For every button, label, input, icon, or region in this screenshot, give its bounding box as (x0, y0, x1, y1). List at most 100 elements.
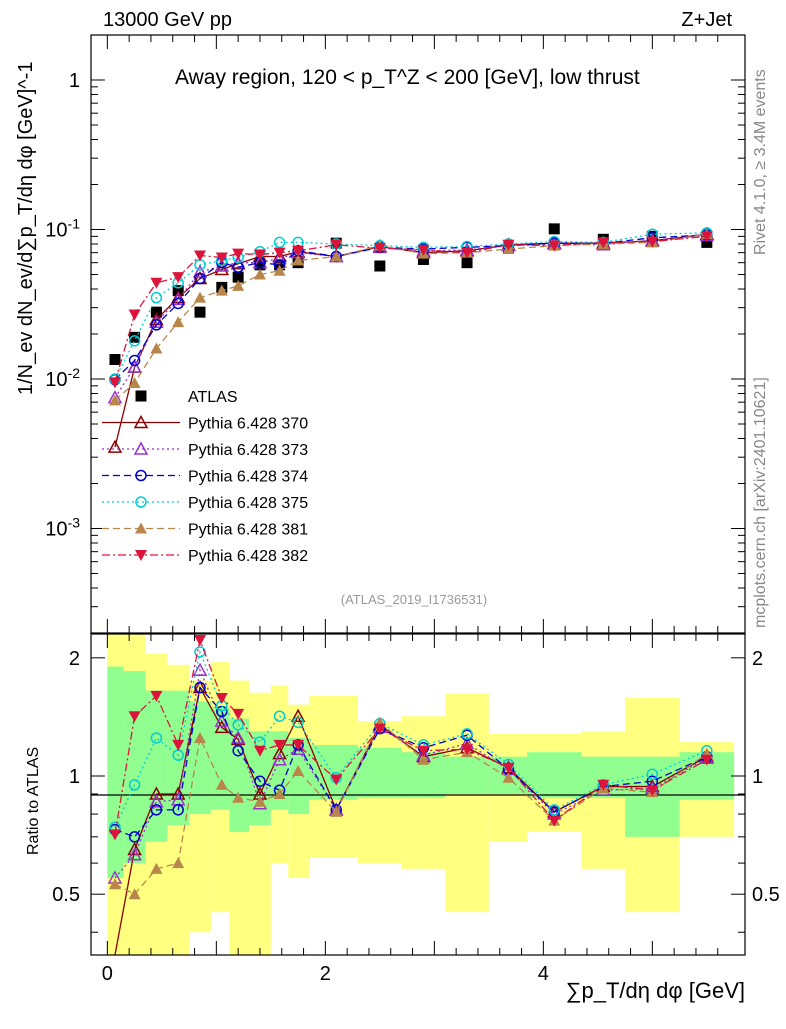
ratio-panel-frame (90, 633, 746, 956)
legend-entry: Pythia 6.428 370 (102, 414, 308, 433)
legend-marker (135, 390, 147, 402)
data-point (597, 237, 610, 249)
data-point (548, 223, 560, 235)
ratio-point (150, 804, 163, 816)
legend-label: Pythia 6.428 370 (188, 416, 308, 433)
data-point (417, 254, 429, 266)
ratio-point (330, 774, 343, 786)
outer-band (581, 731, 626, 869)
data-point (374, 260, 386, 272)
data-point (150, 342, 163, 354)
ratio-point (253, 795, 266, 807)
ratio-point (194, 635, 206, 647)
ratio-point (128, 831, 141, 843)
legend-label: Pythia 6.428 373 (188, 442, 308, 459)
ratio-y-tick-label-right: 2 (752, 648, 763, 670)
ratio-point (172, 857, 185, 869)
legend-label: Pythia 6.428 382 (188, 548, 308, 565)
data-point (194, 250, 206, 262)
analysis-watermark: (ATLAS_2019_I1736531) (341, 592, 487, 607)
ratio-panel: 0 2 4 0.5 0.5 1 1 2 2 (52, 633, 780, 985)
ratio-point (461, 744, 474, 756)
legend-entry: Pythia 6.428 382 (102, 548, 308, 565)
ratio-point (373, 723, 386, 735)
data-point (108, 394, 121, 406)
ratio-point (272, 746, 287, 760)
ratio-point (273, 787, 286, 799)
data-point (502, 239, 515, 251)
ratio-point (214, 713, 230, 727)
ratio-point (417, 745, 430, 757)
ratio-point (150, 690, 163, 702)
data-point (701, 236, 713, 248)
ratio-point (149, 786, 164, 800)
ratio-point (330, 805, 343, 817)
ratio-y-tick-label-right: 1 (752, 766, 763, 788)
ratio-point (646, 768, 659, 781)
ratio-series (107, 635, 715, 956)
ratio-point (194, 681, 206, 694)
data-point (417, 244, 430, 256)
series-6 (108, 231, 713, 389)
data-point (127, 359, 142, 373)
ratio-point (232, 791, 245, 803)
y-tick-label: 1 (69, 70, 80, 92)
data-point (128, 377, 141, 389)
ratio-y-tick-label-right: 0.5 (752, 884, 780, 906)
ratio-point (502, 771, 515, 783)
ratio-point (172, 739, 185, 751)
legend-entry: Pythia 6.428 375 (102, 495, 308, 512)
data-point (232, 248, 245, 260)
ratio-point (646, 785, 659, 797)
legend-entry: ATLAS (135, 389, 238, 406)
ratio-point (127, 847, 142, 861)
ratio-point (273, 710, 286, 722)
ratio-point (597, 779, 610, 791)
data-point (232, 279, 245, 291)
data-point (107, 439, 123, 453)
data-point (172, 316, 185, 328)
main-y-axis-label: 1/N_ev dN_ev/d∑p_T/dη dφ [GeV]^-1 (15, 62, 37, 395)
data-point (292, 254, 305, 266)
legend-label: Pythia 6.428 381 (188, 522, 308, 539)
inner-band (167, 690, 190, 826)
data-point (128, 354, 141, 367)
ratio-point (192, 662, 208, 676)
x-tick-label: 0 (102, 963, 113, 985)
ratio-point (461, 728, 473, 740)
inner-band (189, 701, 211, 815)
ratio-y-axis-label: Ratio to ATLAS (25, 747, 42, 855)
inner-band (145, 690, 168, 842)
data-point (215, 252, 228, 264)
ratio-point (128, 779, 141, 791)
data-point (253, 268, 266, 280)
data-point (108, 377, 121, 389)
data-point (194, 291, 206, 303)
ratio-point (232, 708, 245, 720)
header-right: Z+Jet (681, 9, 732, 31)
data-point (272, 248, 287, 263)
inner-band (445, 756, 489, 794)
data-point (128, 335, 141, 347)
legend-label: Pythia 6.428 375 (188, 495, 308, 512)
data-point (646, 236, 659, 248)
legend-entry: Pythia 6.428 374 (102, 469, 308, 486)
legend-entry: Pythia 6.428 381 (102, 522, 308, 539)
data-point (330, 239, 343, 251)
x-axis-label: ∑p_T/dη dφ [GeV] (566, 978, 745, 1003)
legend: ATLAS Pythia 6.428 370 Pythia 6.428 373 Pyt… (102, 389, 308, 565)
ratio-point (150, 732, 163, 744)
data-point (461, 247, 474, 259)
x-tick-label: 2 (320, 963, 331, 985)
ratio-point (548, 815, 561, 827)
ratio-point (292, 716, 304, 729)
ratio-point (128, 888, 141, 900)
ratio-point (254, 775, 266, 787)
main-panel-series (107, 223, 715, 453)
legend-marker (135, 496, 147, 508)
inner-band (249, 731, 271, 826)
data-point (129, 331, 141, 343)
ratio-point (290, 708, 306, 722)
ratio-y-tick-label: 1 (69, 766, 80, 788)
data-point (272, 250, 287, 265)
